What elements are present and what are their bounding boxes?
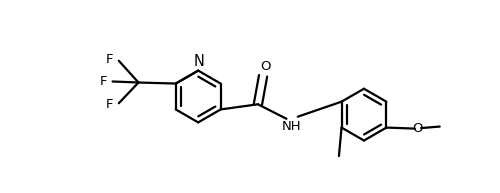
Text: F: F [106, 53, 113, 66]
Text: NH: NH [282, 120, 302, 133]
Text: F: F [100, 75, 107, 88]
Text: O: O [412, 122, 422, 135]
Text: F: F [106, 98, 113, 111]
Text: O: O [260, 60, 270, 73]
Text: N: N [194, 54, 204, 69]
